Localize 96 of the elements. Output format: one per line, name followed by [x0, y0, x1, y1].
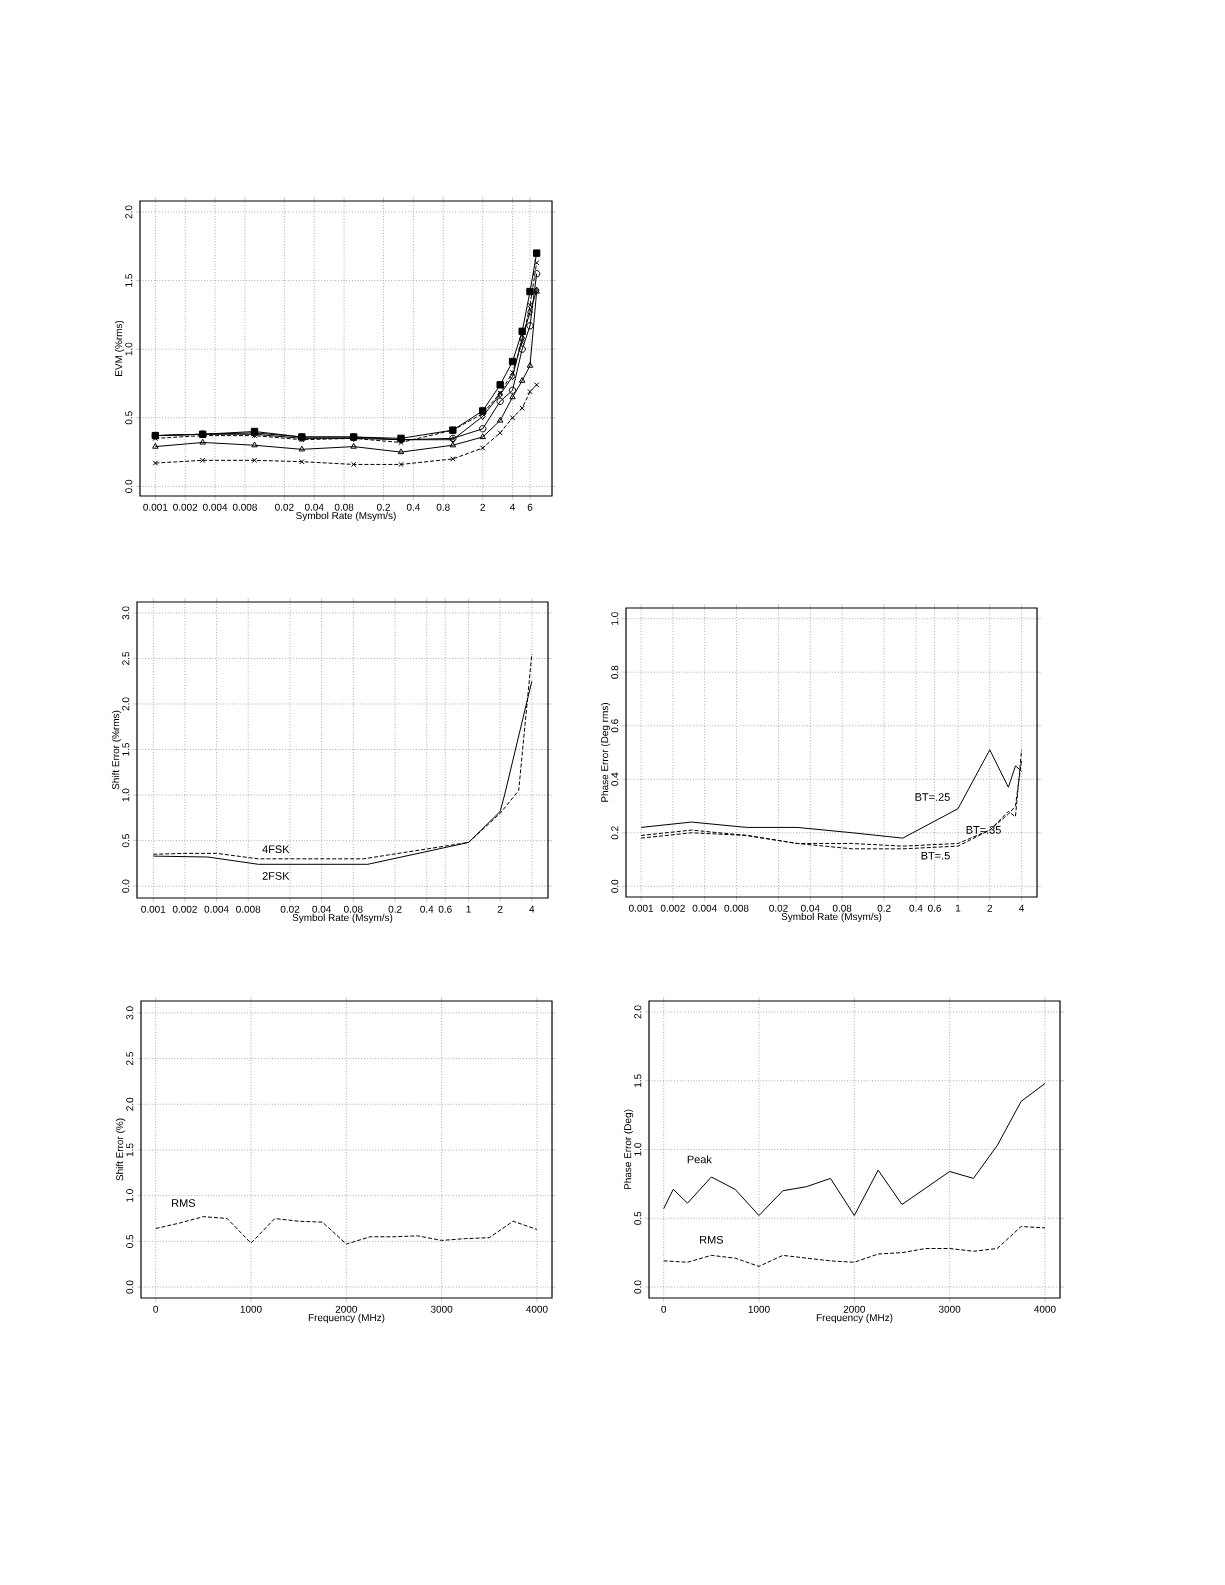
y-tick-label: 1.0	[634, 1142, 642, 1156]
y-tick-label: 1.5	[634, 1074, 642, 1087]
x-tick-label: 2	[497, 905, 503, 913]
y-tick-label: 1.0	[126, 1189, 134, 1202]
x-tick-label: 0.04	[800, 904, 820, 912]
x-tick-label: 0.002	[172, 905, 197, 913]
series-label: BT=.25	[915, 793, 950, 801]
x-tick-label: 4	[529, 905, 535, 913]
x-tick-label: 0.8	[436, 503, 450, 511]
y-tick-label: 1.0	[125, 342, 133, 356]
x-tick-label: 0.001	[628, 904, 654, 912]
x-tick-label: 3000	[938, 1305, 961, 1313]
x-tick-label: 0.6	[438, 905, 452, 913]
x-tick-label: 1000	[240, 1305, 262, 1313]
y-tick-label: 2.0	[122, 697, 130, 711]
y-tick-label: 1.0	[611, 612, 619, 625]
x-tick-label: 4	[1019, 904, 1025, 912]
x-tick-label: 2000	[335, 1305, 358, 1313]
x-tick-label: 1	[466, 905, 471, 913]
x-tick-label: 1	[955, 904, 961, 912]
x-tick-label: 0.008	[724, 904, 749, 912]
y-tick-label: 0.2	[611, 826, 619, 840]
x-tick-label: 0.001	[143, 503, 168, 511]
x-tick-label: 4000	[526, 1305, 548, 1313]
x-tick-label: 0.02	[275, 503, 294, 511]
x-axis-title: Symbol Rate (Msym/s)	[781, 912, 882, 923]
x-tick-label: 0.008	[232, 503, 257, 511]
y-tick-label: 0.8	[611, 665, 619, 679]
x-tick-label: 0.02	[280, 905, 300, 913]
x-tick-label: 0.02	[769, 904, 788, 912]
y-tick-label: 0.4	[611, 772, 619, 786]
x-tick-label: 0.2	[376, 503, 390, 511]
y-tick-label: 0.0	[634, 1280, 642, 1294]
y-tick-label: 2.0	[126, 1097, 134, 1111]
x-tick-label: 0.002	[173, 503, 198, 511]
y-axis-title: Shift Error (%)	[115, 1118, 126, 1181]
x-tick-label: 0.08	[343, 905, 363, 913]
x-tick-label: 0.004	[202, 503, 228, 511]
series-label: BT=.5	[921, 851, 950, 860]
x-tick-label: 0.04	[312, 905, 332, 913]
y-tick-label: 0.0	[611, 879, 619, 893]
y-tick-label: 3.0	[122, 606, 130, 620]
y-axis-title: Shift Error (%rms)	[111, 710, 122, 790]
x-tick-label: 0.04	[304, 503, 324, 511]
x-tick-label: 0.4	[406, 503, 421, 511]
x-tick-label: 0.004	[692, 904, 717, 912]
x-tick-label: 0.004	[204, 905, 229, 913]
y-tick-label: 0.0	[125, 479, 133, 493]
y-tick-label: 0.5	[125, 411, 133, 425]
x-tick-label: 0	[661, 1305, 667, 1313]
y-tick-label: 1.5	[122, 743, 130, 756]
x-tick-label: 4	[509, 503, 516, 511]
y-tick-label: 2.0	[634, 1005, 642, 1019]
y-tick-label: 1.5	[126, 1143, 134, 1157]
x-tick-label: 0.008	[236, 905, 261, 913]
x-tick-label: 0.08	[832, 904, 852, 912]
x-tick-label: 0.4	[909, 904, 923, 912]
x-axis-title: Frequency (MHz)	[308, 1313, 385, 1324]
y-tick-label: 0.0	[122, 879, 130, 893]
y-tick-label: 2.5	[126, 1052, 134, 1065]
y-axis-title: Phase Error (Deg)	[623, 1109, 634, 1190]
y-tick-label: 2.5	[122, 651, 130, 665]
series-label: RMS	[700, 1235, 724, 1244]
x-tick-label: 0.2	[877, 904, 891, 912]
x-tick-label: 4000	[1034, 1305, 1056, 1313]
series-label: 4FSK	[262, 845, 290, 854]
x-tick-label: 0.08	[334, 503, 354, 511]
y-tick-label: 3.0	[126, 1006, 134, 1020]
y-axis-title: EVM (%rms)	[114, 320, 125, 376]
x-axis-title: Symbol Rate (Msym/s)	[296, 511, 396, 522]
x-tick-label: 0.6	[928, 904, 942, 912]
x-tick-label: 0.001	[141, 905, 166, 913]
y-tick-label: 2.0	[125, 205, 133, 219]
x-axis-title: Frequency (MHz)	[816, 1313, 893, 1324]
y-tick-label: 0.5	[122, 834, 130, 848]
y-tick-label: 1.5	[125, 274, 133, 287]
y-tick-label: 1.0	[122, 788, 130, 802]
x-tick-label: 2000	[843, 1305, 866, 1313]
y-tick-label: 0.6	[611, 719, 619, 733]
x-tick-label: 1000	[748, 1305, 770, 1313]
y-axis-title: Phase Error (Deg rms)	[600, 703, 611, 802]
x-tick-label: 6	[527, 503, 533, 511]
x-tick-label: 0	[153, 1305, 159, 1313]
y-tick-label: 0.5	[126, 1234, 134, 1248]
x-tick-label: 0.2	[388, 905, 402, 913]
y-tick-label: 0.5	[634, 1211, 642, 1225]
x-tick-label: 0.002	[660, 904, 685, 912]
x-tick-label: 3000	[430, 1305, 453, 1313]
series-label: Peak	[687, 1155, 712, 1164]
y-tick-label: 0.0	[126, 1280, 134, 1294]
series-label: RMS	[172, 1199, 196, 1207]
x-tick-label: 2	[987, 904, 993, 912]
x-tick-label: 2	[480, 503, 485, 511]
x-tick-label: 0.4	[420, 905, 434, 913]
series-label: 2FSK	[262, 872, 290, 880]
x-axis-title: Symbol Rate (Msym/s)	[292, 913, 393, 924]
